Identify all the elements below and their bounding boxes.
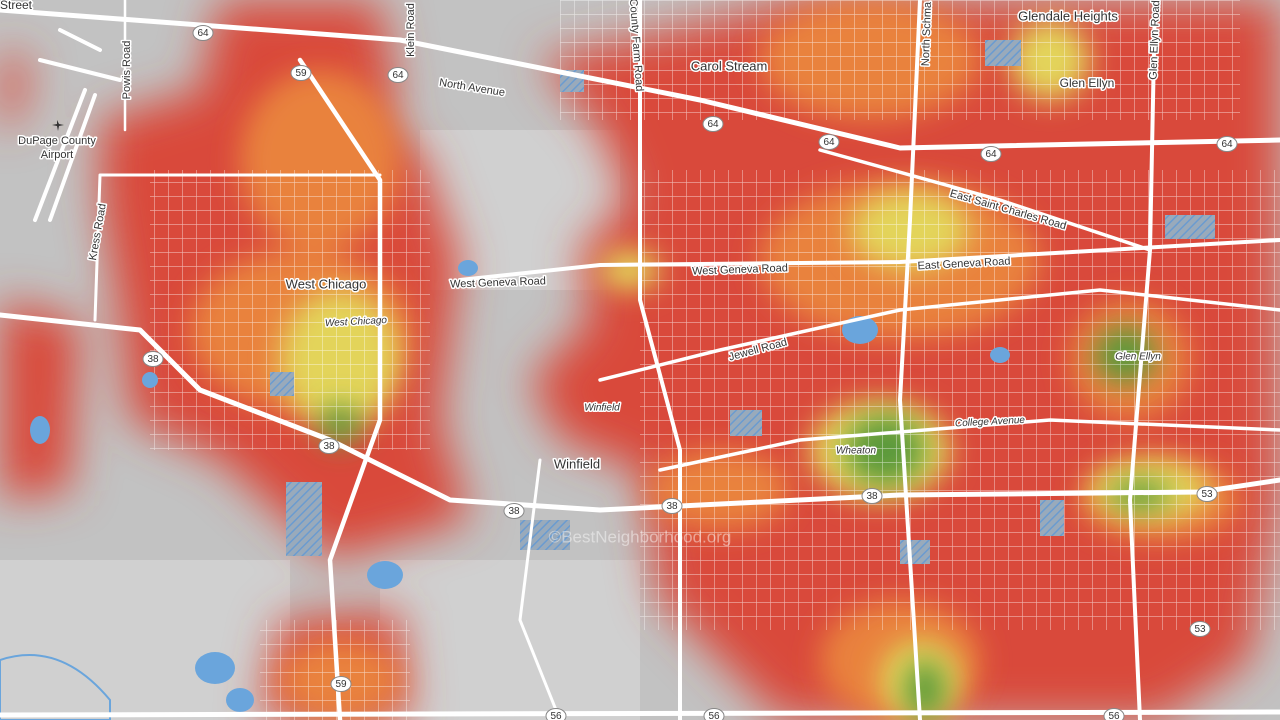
map-label: Glen Ellyn Road [1148, 0, 1163, 80]
map-label: Powis Road [121, 41, 133, 100]
shield-number: 38 [323, 441, 335, 452]
map-label: Winfield [554, 456, 600, 471]
shield-number: 64 [707, 119, 719, 130]
street-grid [150, 0, 1280, 720]
shield-number: 64 [985, 149, 997, 160]
shield [980, 146, 1002, 162]
map-label: West Chicago [325, 315, 388, 329]
shield [1189, 621, 1211, 637]
shield [387, 67, 409, 83]
shield [142, 351, 164, 367]
shield-number: 64 [197, 28, 209, 39]
shield-number: 64 [823, 137, 835, 148]
hatched-areas [270, 40, 1215, 564]
shield [818, 134, 840, 150]
shield [545, 708, 567, 720]
map-label: West Geneva Road [692, 262, 788, 277]
shield [702, 116, 724, 132]
shield-number: 38 [666, 501, 678, 512]
map-label: Wheaton [836, 446, 876, 457]
map-label: Klein Road [405, 3, 417, 57]
shield-number: 53 [1194, 624, 1206, 635]
route-shields: 64 64 64 64 64 64 59 59 38 38 38 38 38 53 53 56 56 56 [142, 25, 1238, 720]
shield [192, 25, 214, 41]
shield-number: 38 [147, 354, 159, 365]
shield [861, 488, 883, 504]
shield-number: 59 [335, 679, 347, 690]
shield [503, 503, 525, 519]
shield-number: 56 [708, 711, 720, 720]
map-label: North Schma [920, 1, 934, 66]
labels: Street Glendale Heights Klein Road Powis Ro… [0, 0, 1164, 473]
shield-number: 56 [1108, 711, 1120, 720]
map-label: College Avenue [955, 415, 1026, 430]
watermark: ©BestNeighborhood.org [549, 527, 732, 546]
map-label: Winfield [584, 403, 620, 414]
map-label: Street [0, 0, 33, 12]
shield [330, 676, 352, 692]
map-label: Glen Ellyn [1115, 352, 1161, 363]
shield-number: 59 [295, 68, 307, 79]
shield [290, 65, 312, 81]
shield-number: 53 [1201, 489, 1213, 500]
map-label: Glen Ellyn [1060, 76, 1115, 90]
map-label: Carol Stream [691, 58, 768, 73]
shield-number: 56 [550, 711, 562, 720]
map-label: DuPage County [18, 135, 96, 147]
shield-number: 38 [866, 491, 878, 502]
map-label: West Chicago [286, 276, 367, 291]
map-label: Airport [41, 149, 73, 161]
shield [703, 708, 725, 720]
airport-icon [52, 120, 64, 131]
shield-number: 64 [1221, 139, 1233, 150]
shield-number: 64 [392, 70, 404, 81]
shield [1196, 486, 1218, 502]
shield [1216, 136, 1238, 152]
map-label: Glendale Heights [1018, 8, 1118, 23]
shield [1103, 708, 1125, 720]
map-label: West Geneva Road [450, 275, 546, 290]
shield-number: 38 [508, 506, 520, 517]
water [0, 260, 1010, 720]
shield [318, 438, 340, 454]
shield [661, 498, 683, 514]
